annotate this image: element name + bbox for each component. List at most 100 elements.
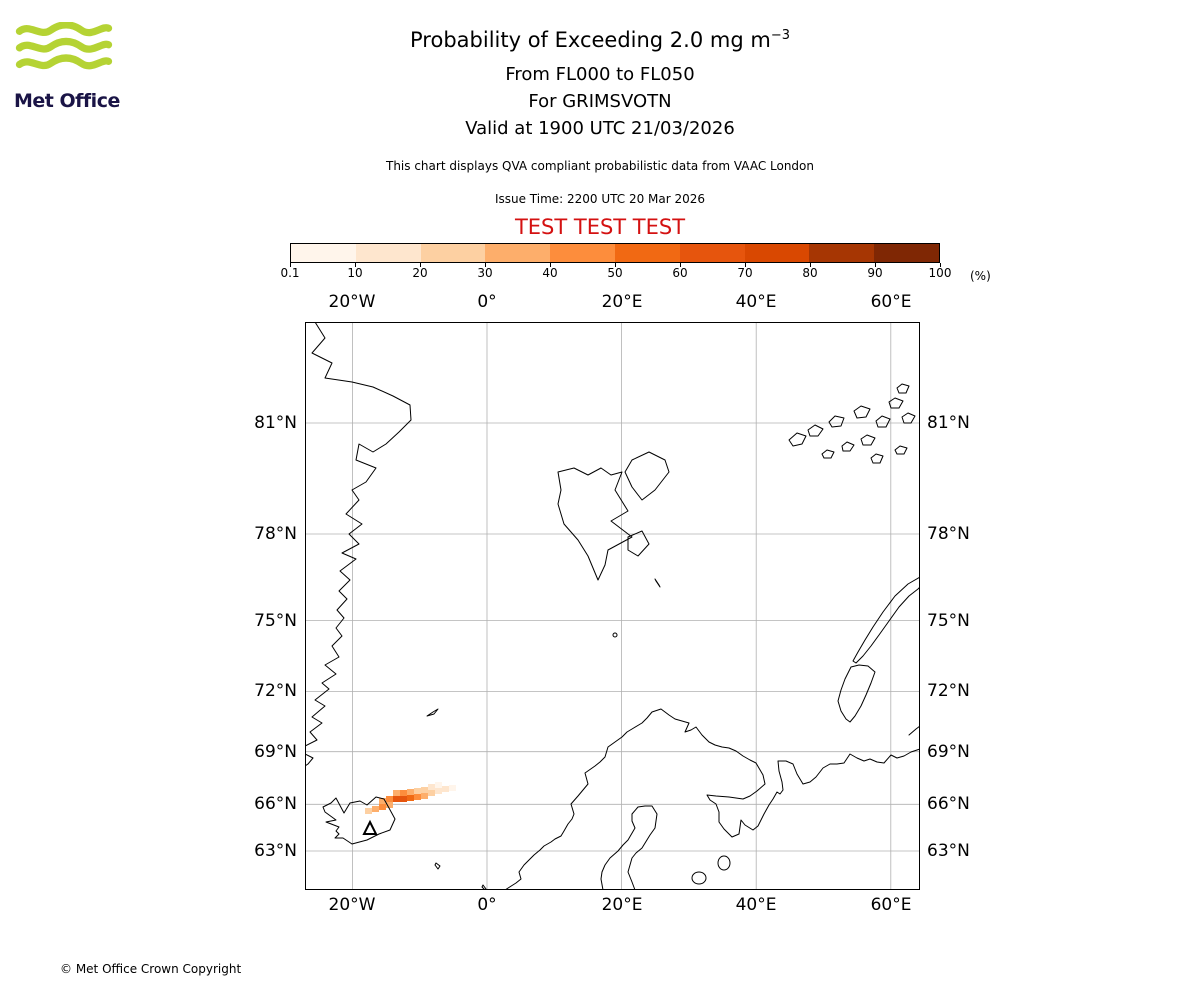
ash-plume-cell	[393, 790, 400, 796]
colorbar-segment	[355, 244, 421, 262]
colorbar-segment	[291, 244, 356, 262]
lake-ladoga	[691, 871, 707, 885]
map-svg	[304, 321, 921, 891]
subtitle-valid-time: Valid at 1900 UTC 21/03/2026	[465, 118, 735, 139]
latitude-label-right: 69°N	[927, 742, 970, 762]
ash-plume-cell	[435, 782, 442, 788]
scandinavia-russia-coastline	[504, 708, 921, 891]
logo-wordmark: Met Office	[14, 90, 120, 112]
longitude-label-bottom: 0°	[477, 895, 497, 915]
title-exponent: −3	[770, 28, 790, 43]
longitude-label-bottom: 20°W	[328, 895, 376, 915]
ash-plume-cell	[421, 787, 428, 793]
colorbar-segment	[744, 244, 810, 262]
longitude-label-top: 0°	[477, 292, 497, 312]
page-title: Probability of Exceeding 2.0 mg m−3	[0, 28, 1200, 52]
latitude-label-left: 78°N	[254, 524, 297, 544]
logo-wave-icon	[15, 54, 113, 70]
colorbar-tick-label: 50	[607, 266, 623, 280]
ash-plume-cell	[386, 796, 393, 802]
colorbar-tick-label: 70	[737, 266, 753, 280]
longitude-label-top: 20°E	[601, 292, 643, 312]
colorbar-segment	[679, 244, 745, 262]
subtitle-volcano: For GRIMSVOTN	[528, 91, 672, 112]
colorbar-tickmark	[550, 263, 551, 267]
colorbar-tickmark	[940, 263, 941, 267]
latitude-label-left: 72°N	[254, 681, 297, 701]
logo-wave-icon	[15, 37, 113, 53]
qva-note: This chart displays QVA compliant probab…	[386, 159, 814, 173]
volcano-marker-icon	[362, 819, 378, 835]
ash-plume-cell	[428, 790, 435, 796]
colorbar	[290, 243, 940, 263]
colorbar-tickmark	[680, 263, 681, 267]
colorbar-tickmark	[355, 263, 356, 267]
ash-plume-cell	[372, 806, 379, 812]
ash-plume-cell	[400, 796, 407, 802]
ash-plume-cell	[400, 790, 407, 796]
greenland-fjord-coastline	[304, 753, 314, 767]
longitude-label-top: 60°E	[870, 292, 912, 312]
logo-wave-icon	[15, 22, 113, 37]
lake-onega	[717, 855, 731, 871]
novaya-zemlya-north-coastline	[852, 576, 921, 664]
ash-plume-cell	[386, 802, 393, 808]
ash-plume-cell	[379, 798, 386, 804]
colorbar-segment	[485, 244, 551, 262]
bear-island	[612, 632, 618, 638]
svalbard-spitsbergen-coastline	[557, 467, 633, 581]
latitude-label-right: 66°N	[927, 794, 970, 814]
ash-plume-cell	[442, 786, 449, 792]
colorbar-tick-label: 30	[477, 266, 493, 280]
longitude-label-top: 40°E	[735, 292, 777, 312]
colorbar-tickmark	[615, 263, 616, 267]
colorbar-segment	[420, 244, 486, 262]
colorbar-tick-label: 10	[347, 266, 363, 280]
ash-plume-cell	[414, 794, 421, 800]
ash-plume-cell	[407, 789, 414, 795]
svalbard-nordaustlandet-coastline	[624, 451, 670, 501]
issue-time: Issue Time: 2200 UTC 20 Mar 2026	[494, 192, 706, 206]
colorbar-tickmark	[745, 263, 746, 267]
colorbar-segment	[809, 244, 875, 262]
ash-plume-cell	[449, 785, 456, 791]
latitude-label-right: 75°N	[927, 611, 970, 631]
colorbar-tick-label: 0.1	[280, 266, 300, 280]
novaya-zemlya-south-coastline	[837, 664, 876, 723]
ash-plume-cell	[379, 804, 386, 810]
longitude-label-top: 20°W	[328, 292, 376, 312]
ash-plume-cell	[393, 796, 400, 802]
colorbar-segment	[550, 244, 615, 262]
graticule	[305, 322, 920, 890]
colorbar-tickmark	[290, 263, 291, 267]
coastlines	[304, 321, 921, 891]
colorbar-ticks: 0.1 10 20 30 40 50 60 70 80 90 100	[280, 266, 990, 282]
colorbar-tickmark	[420, 263, 421, 267]
latitude-label-left: 75°N	[254, 611, 297, 631]
latitude-label-left: 66°N	[254, 794, 297, 814]
met-office-logo-icon	[15, 22, 113, 70]
latitude-label-right: 81°N	[927, 413, 970, 433]
faroe-islands	[434, 862, 441, 870]
ash-plume-cell	[365, 808, 372, 814]
latitude-label-left: 63°N	[254, 841, 297, 861]
greenland-coastline	[304, 321, 412, 747]
latitude-label-left: 81°N	[254, 413, 297, 433]
subtitle-flight-levels: From FL000 to FL050	[505, 64, 695, 85]
longitude-label-bottom: 40°E	[735, 895, 777, 915]
colorbar-tick-label: 40	[542, 266, 558, 280]
test-banner: TEST TEST TEST	[514, 215, 686, 239]
latitude-label-right: 72°N	[927, 681, 970, 701]
copyright-notice: © Met Office Crown Copyright	[60, 962, 242, 976]
colorbar-tickmark	[810, 263, 811, 267]
franz-josef-land	[788, 383, 916, 464]
colorbar-unit-label: (%)	[970, 269, 991, 283]
hopen-island	[654, 578, 661, 588]
vaygach-coastline	[908, 725, 921, 736]
colorbar-segment	[614, 244, 680, 262]
longitude-label-bottom: 20°E	[601, 895, 643, 915]
colorbar-tickmark	[875, 263, 876, 267]
gulf-of-bothnia-coastline	[600, 805, 658, 891]
ash-plume-cell	[435, 788, 442, 794]
